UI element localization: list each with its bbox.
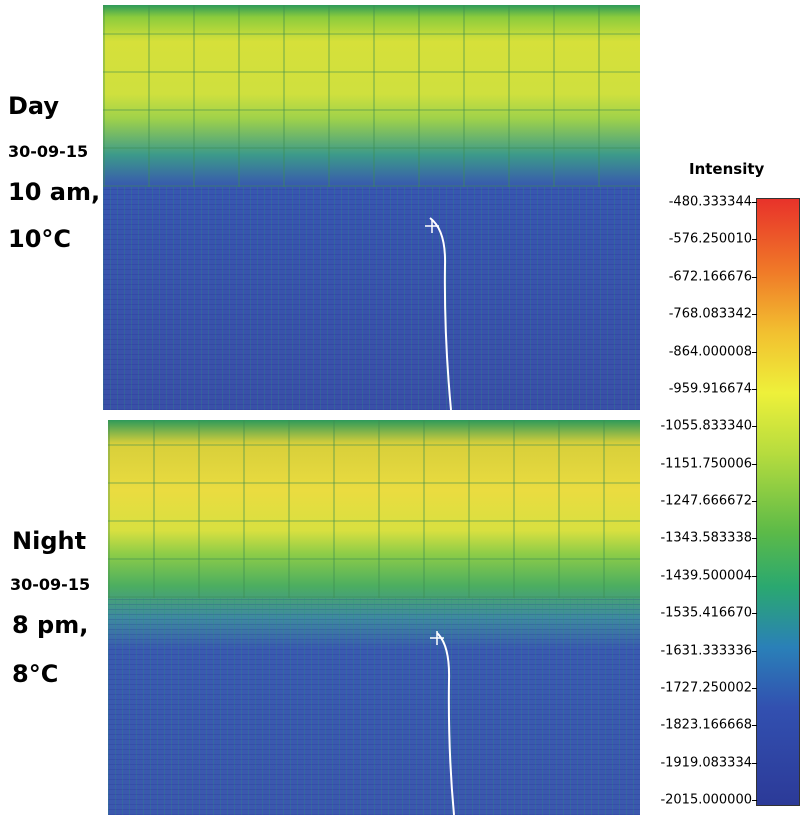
tick-mark [752, 276, 757, 278]
tick-mark [752, 725, 757, 727]
tick-mark [752, 687, 757, 689]
tick-mark [752, 239, 757, 241]
tick-label: -1247.666672 [660, 493, 752, 509]
temperature: 8°C [12, 660, 59, 688]
tick-mark [752, 426, 757, 428]
time: 8 pm, [12, 611, 89, 639]
tick-mark [752, 650, 757, 652]
tick-label: -768.083342 [668, 306, 752, 322]
panel-label: Night [12, 527, 87, 555]
tick-label: -1055.833340 [660, 418, 752, 434]
tick-label: -1727.250002 [660, 680, 752, 696]
tick-mark [752, 613, 757, 615]
tick-mark [752, 314, 757, 316]
night-image [108, 420, 640, 815]
day-image [103, 5, 640, 410]
tick-label: -1343.583338 [660, 530, 752, 546]
tick-label: -1631.333336 [660, 643, 752, 658]
tick-label: -2015.000000 [660, 792, 752, 808]
tick-mark [752, 538, 757, 540]
tick-label: -480.333344 [668, 194, 752, 210]
tick-mark [752, 351, 757, 353]
tick-label: -864.000008 [668, 344, 752, 359]
tick-label: -1919.083334 [660, 755, 752, 771]
colorbar-title: Intensity [689, 160, 765, 178]
time: 10 am, [8, 178, 101, 206]
tick-mark [752, 463, 757, 465]
tick-label: -1151.750006 [660, 456, 752, 472]
panel-label: Day [8, 92, 60, 120]
tick-mark [752, 202, 757, 203]
tick-label: -1439.500004 [660, 568, 752, 584]
tick-mark [752, 762, 757, 764]
date: 30-09-15 [8, 142, 89, 161]
tick-label: -1823.166668 [660, 717, 752, 733]
date: 30-09-15 [10, 575, 91, 594]
tick-mark [752, 388, 757, 390]
tick-label: -672.166676 [668, 269, 752, 285]
tick-mark [752, 800, 757, 801]
tick-mark [752, 501, 757, 502]
colorbar [756, 198, 800, 806]
tick-mark [752, 575, 757, 577]
tick-label: -576.250010 [668, 231, 752, 247]
tick-label: -959.916674 [668, 381, 752, 397]
temperature: 10°C [8, 225, 72, 253]
tick-label: -1535.416670 [660, 605, 752, 621]
